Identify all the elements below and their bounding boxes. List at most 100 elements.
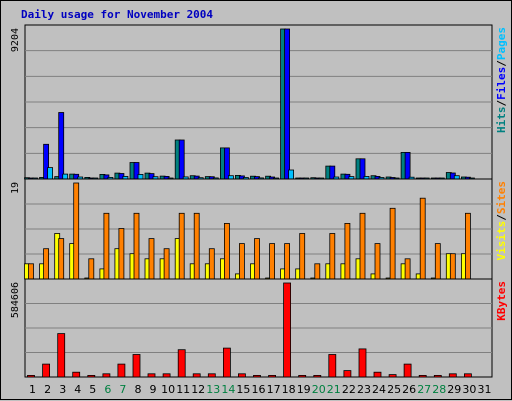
bar-sites-3 [58,238,65,280]
panel-middle: 19 Visits/Sites [10,178,508,280]
x-tick-6: 6 [104,383,111,396]
x-tick-21: 21 [327,383,341,396]
bar-sites-30 [464,212,471,280]
bar-sites-21 [329,233,336,280]
x-tick-18: 18 [282,383,296,396]
bar-files-11 [178,139,185,180]
bar-sites-28 [434,243,441,280]
x-tick-8: 8 [135,383,142,396]
x-tick-12: 12 [191,383,205,396]
x-tick-11: 11 [176,383,190,396]
x-tick-5: 5 [89,383,96,396]
bar-kbytes-23 [358,348,367,378]
bar-sites-15 [238,243,245,280]
bar-kbytes-19 [298,374,307,378]
bar-kbytes-17 [268,374,277,378]
x-tick-4: 4 [74,383,81,396]
x-tick-15: 15 [236,383,250,396]
bar-pages-2 [47,167,53,180]
bar-kbytes-3 [57,333,66,378]
bar-files-26 [404,151,411,180]
bar-sites-6 [103,212,110,280]
bar-sites-9 [148,238,155,280]
x-tick-13: 13 [206,383,220,396]
panel-top: 9204 Hits/Files/Pages [10,24,508,180]
bar-kbytes-14 [222,347,231,378]
x-axis: 1 2 3 4 5 6 7 8 9 10 11 12 13 14 15 16 17 18 19 20 21 22 23 24 2… [29,383,492,396]
x-tick-22: 22 [342,383,356,396]
x-tick-10: 10 [161,383,175,396]
bar-sites-7 [118,228,125,280]
x-tick-23: 23 [357,383,371,396]
bar-kbytes-20 [313,374,322,378]
bar-sites-14 [223,222,230,280]
bar-kbytes-1 [27,374,35,378]
bar-files-23 [359,158,366,180]
bar-kbytes-9 [147,373,156,378]
bar-kbytes-2 [42,363,50,378]
bar-sites-11 [178,212,185,280]
bar-kbytes-22 [343,370,352,378]
bar-kbytes-18 [283,282,292,378]
bar-kbytes-4 [72,371,81,378]
bar-sites-12 [193,212,200,280]
legend-kbytes: KBytes [495,281,508,321]
legend-top: Hits/Files/Pages [495,27,508,133]
legend-hits: Hits [495,107,508,134]
x-tick-1: 1 [29,383,36,396]
bar-kbytes-28 [433,374,442,378]
x-tick-26: 26 [402,383,416,396]
bar-kbytes-12 [192,373,201,378]
bar-kbytes-25 [388,374,397,378]
x-tick-31: 31 [478,383,492,396]
bar-pages-3 [62,173,69,180]
bar-kbytes-7 [117,363,126,378]
bar-files-18 [284,28,291,180]
legend-text-middle: Visits/Sites [495,181,508,261]
bar-sites-13 [208,248,215,280]
bar-kbytes-10 [162,373,171,378]
bar-sites-16 [254,238,260,280]
bar-sites-2 [43,248,49,280]
x-tick-29: 29 [447,383,461,396]
x-tick-27: 27 [417,383,431,396]
x-tick-16: 16 [252,383,266,396]
bar-sites-8 [133,212,140,280]
bar-kbytes-24 [373,371,382,378]
x-tick-14: 14 [221,383,235,396]
bar-sites-20 [314,263,321,280]
y-max-label-top: 9204 [10,28,21,52]
panel-bottom: 584606 KBytes [10,278,508,378]
bar-kbytes-26 [403,363,412,378]
bar-kbytes-5 [87,374,96,378]
bar-kbytes-15 [237,373,246,378]
y-max-label-bottom: 584606 [10,282,21,318]
legend-pages: Pages [495,27,508,60]
bar-kbytes-30 [463,373,472,378]
bar-sites-19 [299,233,306,280]
bar-files-3 [58,112,65,180]
bar-kbytes-27 [418,374,427,378]
bar-pages-8 [137,173,144,180]
x-tick-17: 17 [267,383,281,396]
x-tick-7: 7 [119,383,126,396]
x-tick-30: 30 [462,383,476,396]
bar-sites-26 [404,258,411,280]
bar-sites-1 [28,263,34,280]
legend-bottom: KBytes [495,281,508,321]
bar-sites-17 [269,243,276,280]
bar-kbytes-29 [448,373,457,378]
bar-kbytes-11 [177,349,186,378]
x-tick-28: 28 [432,383,446,396]
bar-sites-25 [389,207,396,280]
bar-sites-22 [344,222,351,280]
x-tick-3: 3 [59,383,66,396]
bar-sites-10 [163,248,170,280]
bar-kbytes-13 [207,373,216,378]
bar-sites-4 [73,182,80,280]
chart-title: Daily usage for November 2004 [21,8,213,21]
legend-visits: Visits [495,221,508,261]
x-tick-25: 25 [387,383,401,396]
bar-sites-29 [449,253,456,280]
chart-panels: 9204 Hits/Files/Pages 19 Visits/Sites 584606… [10,24,508,378]
